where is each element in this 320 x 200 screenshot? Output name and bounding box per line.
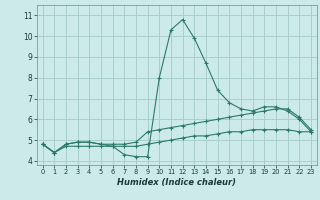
X-axis label: Humidex (Indice chaleur): Humidex (Indice chaleur): [117, 178, 236, 187]
